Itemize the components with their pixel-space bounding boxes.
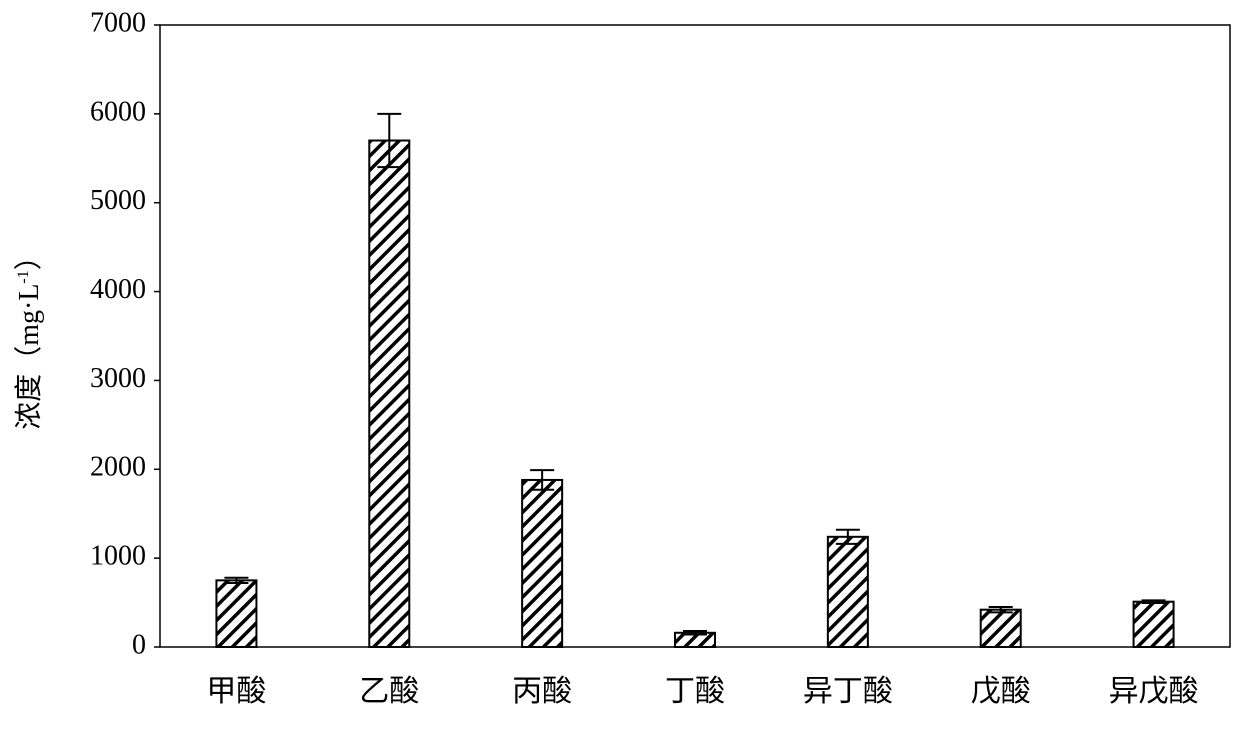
bar	[1132, 600, 1175, 649]
y-tick-label: 6000	[90, 96, 146, 127]
y-axis-label: 浓度（mg·L-1）	[13, 242, 45, 430]
y-tick-label: 4000	[90, 274, 146, 305]
y-tick-label: 1000	[90, 541, 146, 572]
error-bar	[835, 528, 860, 545]
y-tick-label: 2000	[90, 452, 146, 483]
y-axis-label-end: ）	[13, 242, 45, 270]
x-tick-label: 异戊酸	[1109, 675, 1199, 708]
x-tick-label: 丁酸	[665, 675, 725, 708]
y-axis-label-main: 浓度（mg·L	[13, 284, 45, 430]
x-tick-label: 戊酸	[971, 675, 1031, 708]
bar	[215, 579, 258, 648]
bar	[368, 139, 411, 648]
error-bar	[1141, 599, 1166, 605]
x-tick-label: 异丁酸	[803, 675, 893, 708]
error-bar	[377, 112, 402, 169]
y-axis-label-sup: -1	[15, 270, 32, 283]
bar	[979, 608, 1022, 648]
error-bar	[683, 630, 707, 636]
x-tick-label: 丙酸	[512, 675, 572, 708]
plot-frame	[159, 24, 1231, 648]
error-bar	[530, 469, 555, 491]
error-bar	[988, 606, 1013, 614]
x-tick-label: 乙酸	[359, 675, 419, 708]
x-tick-label: 甲酸	[206, 675, 266, 708]
bar	[826, 535, 869, 648]
y-tick-label: 5000	[90, 185, 146, 216]
error-bar	[224, 576, 249, 585]
y-tick-label: 3000	[90, 363, 146, 394]
bar	[521, 478, 564, 648]
y-tick-label: 7000	[90, 7, 146, 38]
y-tick-label: 0	[132, 629, 146, 660]
